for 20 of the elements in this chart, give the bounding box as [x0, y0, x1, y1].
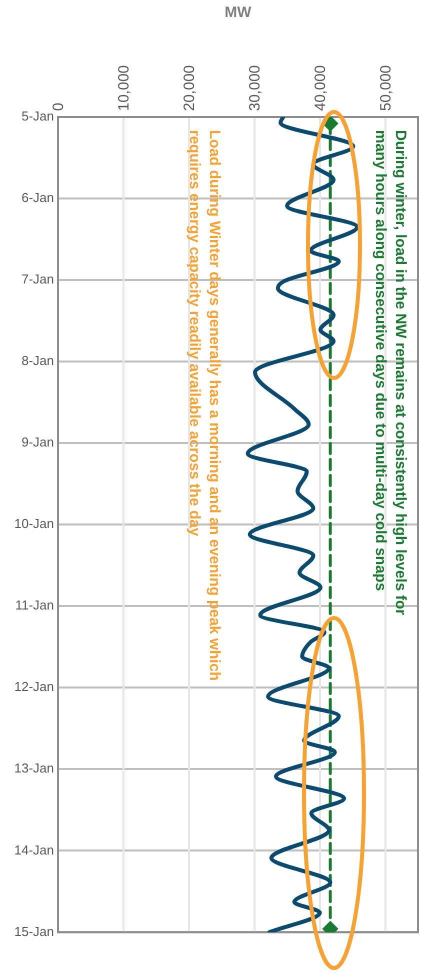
- y-tick-label: 5-Jan: [21, 108, 54, 124]
- x-tick-label: 10,000: [116, 65, 133, 111]
- y-tick-label: 10-Jan: [14, 516, 54, 532]
- y-tick-label: 7-Jan: [21, 272, 54, 287]
- x-tick-label: 40,000: [312, 65, 329, 111]
- y-tick-label: 13-Jan: [14, 760, 54, 776]
- x-tick-label: 50,000: [377, 65, 394, 111]
- y-tick-label: 6-Jan: [21, 190, 54, 206]
- y-tick-label: 11-Jan: [15, 598, 54, 613]
- annotation: Load during Winter days generally has a morning and an evening peak which requires energy capacity readily available across the day: [186, 130, 223, 681]
- y-tick-label: 8-Jan: [21, 353, 54, 368]
- y-tick-label: 14-Jan: [14, 842, 54, 858]
- y-tick-label: 15-Jan: [14, 924, 54, 939]
- annotation: During winter, load in the NW remains at consistently high levels for many hours along consecutive days due to multi-day cold snaps: [372, 130, 409, 616]
- x-axis-title: MW: [224, 4, 252, 22]
- x-tick-label: 30,000: [246, 65, 264, 111]
- y-tick-label: 9-Jan: [21, 434, 54, 450]
- x-tick-label: 0: [50, 102, 68, 111]
- x-tick-label: 20,000: [181, 65, 198, 111]
- y-tick-label: 12-Jan: [14, 679, 54, 694]
